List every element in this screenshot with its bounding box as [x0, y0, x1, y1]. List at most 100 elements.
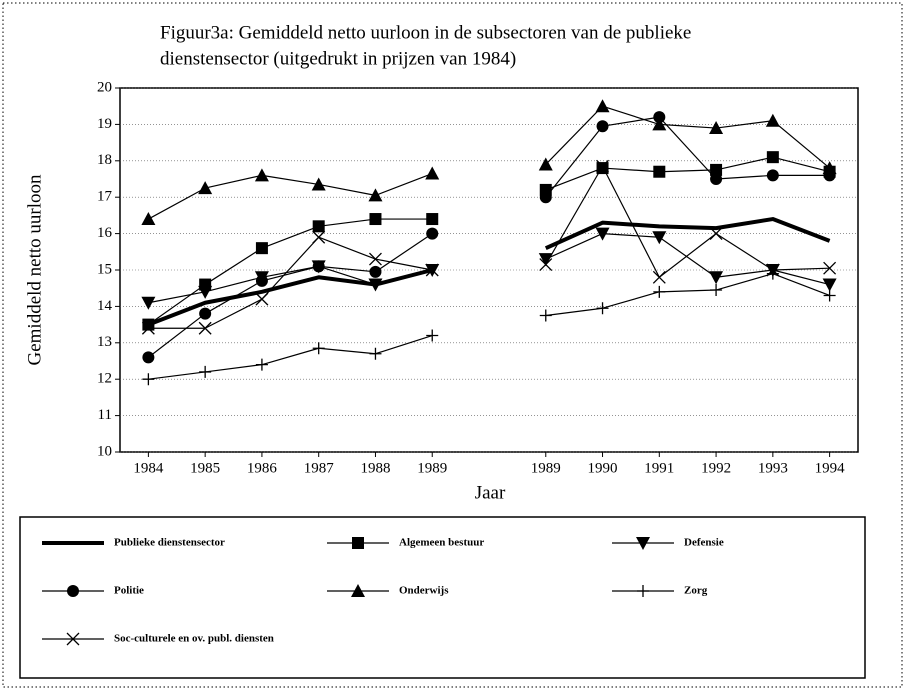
marker — [198, 181, 213, 195]
series-line — [148, 165, 830, 329]
marker — [426, 213, 439, 226]
x-tick-label: 1993 — [758, 460, 788, 476]
marker — [369, 252, 382, 266]
marker — [765, 113, 780, 127]
marker — [254, 168, 269, 182]
series-line — [148, 273, 830, 380]
x-tick-label: 1994 — [815, 460, 846, 476]
marker — [311, 177, 326, 191]
marker — [425, 263, 439, 277]
series-line — [148, 105, 830, 220]
marker — [426, 329, 439, 342]
legend-label: Soc-culturele en ov. publ. diensten — [114, 633, 274, 645]
marker — [596, 302, 609, 315]
marker — [709, 121, 724, 135]
y-tick-label: 12 — [97, 371, 112, 387]
marker — [766, 169, 779, 182]
series-line — [148, 233, 830, 304]
y-tick-label: 16 — [97, 225, 113, 241]
series-line — [147, 217, 831, 327]
marker — [766, 151, 779, 164]
marker — [822, 278, 837, 292]
marker — [255, 242, 268, 255]
legend-label: Defensie — [684, 537, 724, 549]
marker — [198, 285, 213, 299]
marker — [709, 227, 723, 241]
marker — [369, 213, 382, 226]
y-tick-label: 17 — [97, 189, 113, 205]
marker — [66, 632, 80, 646]
marker — [652, 270, 666, 284]
marker — [652, 117, 667, 131]
chart-title-line: Figuur3a: Gemiddeld netto uurloon in de … — [160, 22, 691, 43]
marker — [67, 585, 79, 597]
legend-label: Politie — [114, 585, 144, 597]
series-line — [148, 156, 830, 326]
x-tick-label: 1992 — [701, 460, 731, 476]
marker — [142, 373, 155, 386]
marker — [369, 265, 382, 278]
marker — [539, 258, 553, 271]
legend-label: Algemeen bestuur — [399, 537, 484, 549]
marker — [425, 166, 440, 180]
marker — [652, 231, 667, 245]
series-line — [148, 116, 830, 358]
marker — [822, 161, 837, 175]
marker — [352, 537, 364, 549]
marker — [596, 120, 609, 133]
marker — [595, 99, 610, 113]
marker — [255, 292, 269, 306]
marker — [539, 309, 552, 322]
legend-label: Publieke dienstensector — [114, 537, 225, 549]
marker — [199, 307, 212, 320]
y-axis-label: Gemiddeld netto uurloon — [24, 174, 45, 366]
marker — [596, 159, 609, 173]
marker — [596, 162, 609, 175]
marker — [539, 191, 552, 204]
marker — [595, 227, 610, 241]
marker — [426, 227, 439, 240]
marker — [538, 157, 553, 171]
marker — [636, 537, 650, 550]
marker — [255, 274, 268, 287]
marker — [653, 111, 666, 124]
marker — [141, 296, 156, 310]
marker — [141, 212, 156, 226]
y-tick-label: 11 — [98, 407, 112, 423]
marker — [312, 220, 325, 233]
y-tick-label: 10 — [97, 443, 112, 459]
marker — [637, 585, 649, 597]
x-tick-label: 1990 — [588, 460, 618, 476]
y-tick-label: 18 — [97, 152, 112, 168]
marker — [312, 230, 326, 244]
marker — [653, 165, 666, 178]
y-tick-label: 15 — [97, 261, 112, 277]
y-tick-label: 13 — [97, 334, 112, 350]
marker — [141, 321, 155, 335]
x-tick-label: 1987 — [304, 460, 335, 476]
marker — [142, 318, 155, 331]
legend-label: Zorg — [684, 585, 708, 597]
marker — [710, 163, 723, 176]
chart-title-line: dienstensector (uitgedrukt in prijzen va… — [160, 48, 516, 69]
marker — [710, 284, 723, 297]
marker — [312, 342, 325, 355]
marker — [142, 351, 155, 364]
legend-box — [19, 516, 866, 679]
x-tick-label: 1985 — [190, 460, 220, 476]
marker — [823, 261, 837, 275]
marker — [199, 365, 212, 378]
x-tick-label: 1988 — [360, 460, 390, 476]
y-tick-label: 20 — [97, 79, 112, 95]
legend-label: Onderwijs — [399, 585, 449, 597]
marker — [538, 253, 553, 267]
x-tick-label: 1986 — [247, 460, 278, 476]
marker — [823, 289, 836, 302]
marker — [198, 321, 212, 335]
marker — [710, 173, 723, 185]
marker — [766, 263, 780, 277]
marker — [255, 358, 268, 371]
marker — [653, 285, 666, 298]
y-tick-label: 19 — [97, 116, 112, 132]
